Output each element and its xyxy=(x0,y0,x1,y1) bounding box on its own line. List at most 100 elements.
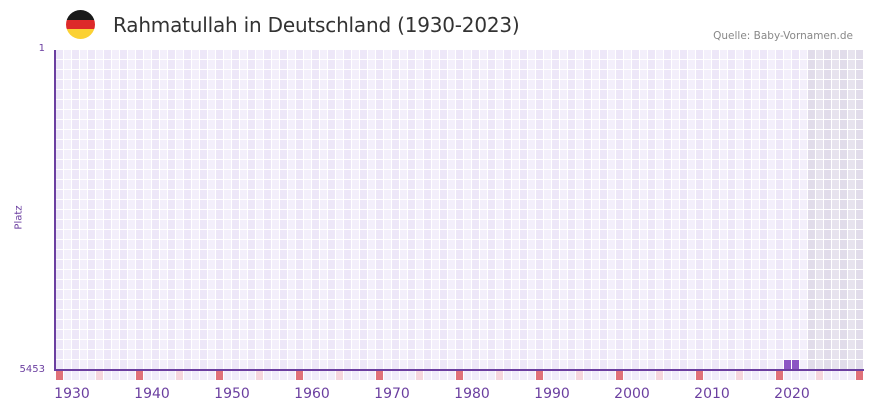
grid-cell xyxy=(800,310,807,319)
grid-cell xyxy=(816,210,823,219)
grid-cell xyxy=(400,120,407,129)
grid-cell xyxy=(592,330,599,339)
grid-cell xyxy=(464,230,471,239)
grid-cell xyxy=(560,210,567,219)
grid-cell xyxy=(120,360,127,369)
grid-cell xyxy=(848,250,855,259)
grid-cell xyxy=(464,120,471,129)
grid-cell xyxy=(848,110,855,119)
grid-cell xyxy=(512,290,519,299)
grid-cell xyxy=(80,70,87,79)
grid-cell xyxy=(840,320,847,329)
grid-cell xyxy=(192,160,199,169)
grid-cell xyxy=(264,90,271,99)
grid-cell xyxy=(168,250,175,259)
grid-cell xyxy=(784,80,791,89)
grid-cell xyxy=(584,100,591,109)
bar-2020[interactable] xyxy=(792,360,799,370)
grid-cell xyxy=(312,330,319,339)
grid-cell xyxy=(776,230,783,239)
grid-cell xyxy=(96,130,103,139)
grid-cell xyxy=(792,220,799,229)
grid-cell xyxy=(648,180,655,189)
grid-cell xyxy=(616,350,623,359)
grid-cell xyxy=(184,340,191,349)
grid-cell xyxy=(400,200,407,209)
grid-cell xyxy=(568,280,575,289)
grid-cell xyxy=(664,170,671,179)
grid-cell xyxy=(56,270,63,279)
grid-cell xyxy=(576,70,583,79)
grid-cell xyxy=(600,140,607,149)
grid-cell xyxy=(608,210,615,219)
grid-cell xyxy=(656,230,663,239)
grid-cell xyxy=(240,50,247,59)
grid-cell xyxy=(96,200,103,209)
grid-cell xyxy=(224,270,231,279)
grid-cell xyxy=(400,60,407,69)
grid-cell xyxy=(232,80,239,89)
grid-cell xyxy=(856,180,863,189)
grid-cell xyxy=(440,290,447,299)
year-marker xyxy=(704,371,711,380)
grid-cell xyxy=(512,340,519,349)
grid-cell xyxy=(304,110,311,119)
grid-cell xyxy=(856,360,863,369)
grid-cell xyxy=(456,260,463,269)
grid-cell xyxy=(624,320,631,329)
grid-cell xyxy=(776,70,783,79)
grid-cell xyxy=(624,250,631,259)
year-marker xyxy=(712,371,719,380)
x-tick-1930: 1930 xyxy=(54,386,90,402)
grid-cell xyxy=(696,240,703,249)
grid-cell xyxy=(296,180,303,189)
grid-cell xyxy=(184,350,191,359)
grid-cell xyxy=(616,120,623,129)
grid-cell xyxy=(808,60,815,69)
grid-cell xyxy=(384,130,391,139)
grid-cell xyxy=(528,70,535,79)
grid-cell xyxy=(224,350,231,359)
grid-cell xyxy=(488,200,495,209)
grid-cell xyxy=(352,320,359,329)
grid-cell xyxy=(304,330,311,339)
bar-2019[interactable] xyxy=(784,360,791,370)
grid-cell xyxy=(776,280,783,289)
grid-cell xyxy=(624,160,631,169)
grid-cell xyxy=(544,300,551,309)
grid-cell xyxy=(296,150,303,159)
grid-cell xyxy=(344,120,351,129)
grid-cell xyxy=(416,330,423,339)
germany-flag-icon xyxy=(66,10,95,39)
grid-cell xyxy=(256,340,263,349)
grid-cell xyxy=(744,250,751,259)
grid-cell xyxy=(184,50,191,59)
grid-cell xyxy=(520,300,527,309)
grid-cell xyxy=(456,240,463,249)
grid-cell xyxy=(376,340,383,349)
grid-cell xyxy=(672,160,679,169)
grid-cell xyxy=(616,160,623,169)
grid-cell xyxy=(744,360,751,369)
year-marker xyxy=(264,371,271,380)
grid-cell xyxy=(784,100,791,109)
grid-cell xyxy=(728,330,735,339)
grid-cell xyxy=(72,310,79,319)
grid-cell xyxy=(104,270,111,279)
grid-cell xyxy=(752,190,759,199)
grid-cell xyxy=(512,150,519,159)
year-marker xyxy=(104,371,111,380)
grid-cell xyxy=(112,110,119,119)
grid-cell xyxy=(368,70,375,79)
grid-cell xyxy=(376,130,383,139)
grid-cell xyxy=(768,120,775,129)
grid-cell xyxy=(288,280,295,289)
grid-cell xyxy=(832,360,839,369)
grid-cell xyxy=(464,200,471,209)
grid-cell xyxy=(432,70,439,79)
grid-cell xyxy=(760,270,767,279)
grid-cell xyxy=(696,290,703,299)
grid-cell xyxy=(272,110,279,119)
grid-cell xyxy=(856,140,863,149)
grid-cell xyxy=(736,90,743,99)
